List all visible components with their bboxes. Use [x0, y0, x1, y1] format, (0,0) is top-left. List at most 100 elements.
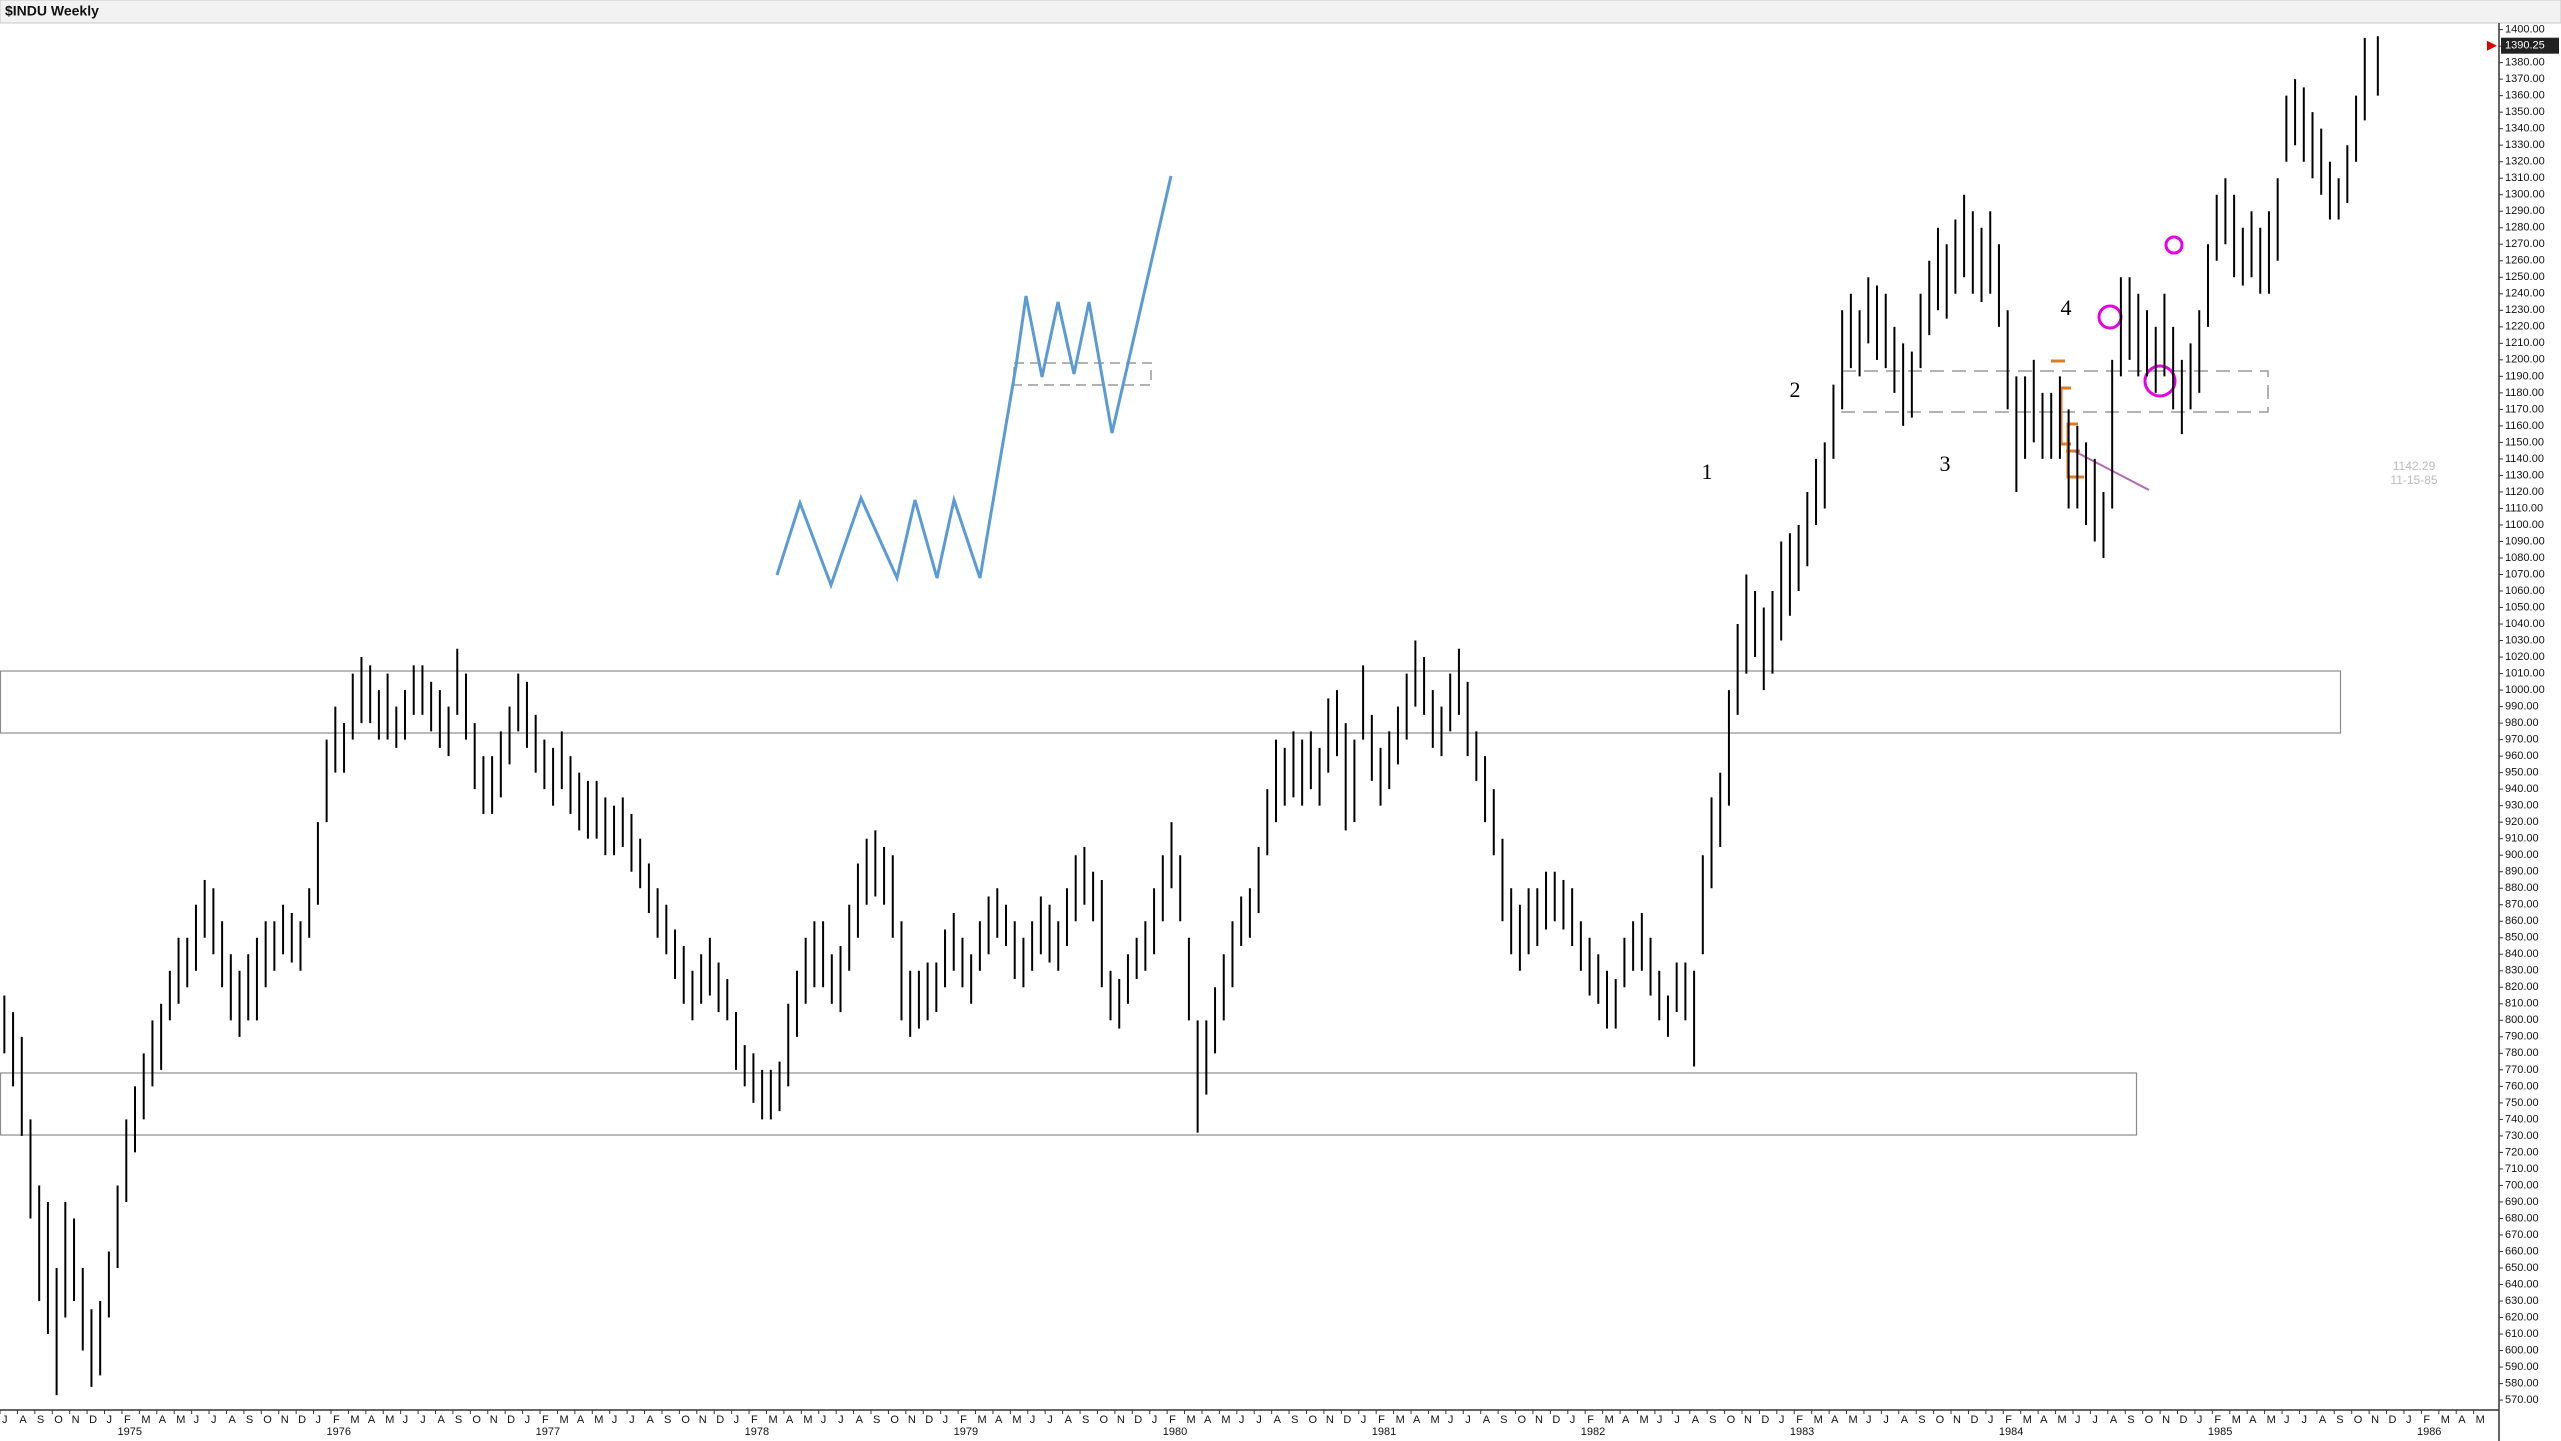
wave-label: 2 — [1790, 377, 1801, 402]
y-tick-label: 970.00 — [2505, 734, 2539, 746]
x-month-label: S — [1291, 1414, 1298, 1426]
y-tick-label: 690.00 — [2505, 1196, 2539, 1208]
x-month-label: J — [1465, 1414, 1471, 1426]
y-tick-label: 1260.00 — [2505, 255, 2545, 267]
x-month-label: J — [2301, 1414, 2307, 1426]
x-year-label: 1975 — [118, 1426, 142, 1438]
zone-box — [0, 1072, 2138, 1136]
x-year-label: 1978 — [745, 1426, 769, 1438]
x-month-label: O — [1727, 1414, 1736, 1426]
x-month-label: D — [1134, 1414, 1142, 1426]
x-month-label: J — [2197, 1414, 2203, 1426]
y-tick-label: 780.00 — [2505, 1047, 2539, 1059]
y-tick-label: 1150.00 — [2505, 436, 2544, 448]
y-tick-label: 730.00 — [2505, 1130, 2539, 1142]
x-month-label: S — [1709, 1414, 1716, 1426]
x-month-label: F — [124, 1414, 131, 1426]
schematic-path — [775, 175, 1173, 590]
x-month-label: M — [385, 1414, 394, 1426]
x-month-label: A — [2458, 1414, 2466, 1426]
x-month-label: N — [72, 1414, 80, 1426]
x-month-label: F — [2005, 1414, 2012, 1426]
x-month-label: O — [263, 1414, 272, 1426]
x-month-label: S — [2127, 1414, 2134, 1426]
y-tick-label: 890.00 — [2505, 866, 2539, 878]
x-month-label: A — [1204, 1414, 1212, 1426]
x-month-label: J — [1047, 1414, 1053, 1426]
y-tick-label: 1200.00 — [2505, 354, 2545, 366]
y-tick-label: 720.00 — [2505, 1146, 2539, 1158]
x-month-label: M — [978, 1414, 987, 1426]
y-tick-label: 1070.00 — [2505, 568, 2545, 580]
y-tick-label: 1180.00 — [2505, 387, 2544, 399]
x-month-label: N — [908, 1414, 916, 1426]
y-tick-label: 950.00 — [2505, 767, 2539, 779]
y-tick-label: 1120.00 — [2505, 486, 2544, 498]
x-month-label: J — [1030, 1414, 1036, 1426]
x-month-label: M — [559, 1414, 568, 1426]
x-month-label: M — [2476, 1414, 2485, 1426]
y-tick-label: 1060.00 — [2505, 585, 2545, 597]
y-tick-label: 1020.00 — [2505, 651, 2545, 663]
x-year-label: 1980 — [1163, 1426, 1187, 1438]
x-month-label: F — [1796, 1414, 1803, 1426]
x-year-label: 1986 — [2417, 1426, 2441, 1438]
x-month-label: F — [2423, 1414, 2430, 1426]
x-month-label: O — [2354, 1414, 2363, 1426]
x-month-label: A — [1831, 1414, 1839, 1426]
y-tick-label: 940.00 — [2505, 783, 2539, 795]
x-month-label: A — [159, 1414, 167, 1426]
x-year-label: 1977 — [536, 1426, 560, 1438]
x-month-label: M — [1187, 1414, 1196, 1426]
zone-box — [0, 670, 2342, 734]
y-tick-label: 1050.00 — [2505, 601, 2545, 613]
y-tick-label: 850.00 — [2505, 932, 2539, 944]
y-tick-label: 1040.00 — [2505, 618, 2545, 630]
y-tick-label: 1250.00 — [2505, 271, 2545, 283]
x-month-label: N — [2371, 1414, 2379, 1426]
y-tick-label: 1240.00 — [2505, 288, 2545, 300]
x-month-label: F — [542, 1414, 549, 1426]
x-month-label: A — [2319, 1414, 2327, 1426]
y-tick-label: 820.00 — [2505, 981, 2539, 993]
y-tick-label: 760.00 — [2505, 1080, 2539, 1092]
x-month-label: J — [1657, 1414, 1663, 1426]
y-tick-label: 1370.00 — [2505, 73, 2545, 85]
x-month-label: J — [1239, 1414, 1245, 1426]
x-month-label: O — [681, 1414, 690, 1426]
y-tick-label: 1190.00 — [2505, 370, 2544, 382]
x-month-label: A — [1065, 1414, 1073, 1426]
x-month-label: A — [1901, 1414, 1909, 1426]
x-month-label: J — [316, 1414, 322, 1426]
y-tick-label: 840.00 — [2505, 948, 2539, 960]
x-month-label: A — [1622, 1414, 1630, 1426]
x-month-label: O — [1099, 1414, 1108, 1426]
x-month-label: A — [856, 1414, 864, 1426]
x-month-label: A — [786, 1414, 794, 1426]
x-month-label: J — [2, 1414, 8, 1426]
x-year-label: 1982 — [1581, 1426, 1605, 1438]
x-month-label: D — [1970, 1414, 1978, 1426]
x-month-label: N — [2162, 1414, 2170, 1426]
x-month-label: M — [1221, 1414, 1230, 1426]
x-month-label: J — [2406, 1414, 2412, 1426]
x-month-label: A — [368, 1414, 376, 1426]
y-tick-label: 620.00 — [2505, 1311, 2539, 1323]
x-month-label: N — [1953, 1414, 1961, 1426]
x-month-label: A — [2040, 1414, 2048, 1426]
x-month-label: S — [664, 1414, 671, 1426]
x-month-label: J — [838, 1414, 844, 1426]
y-tick-label: 1130.00 — [2505, 469, 2544, 481]
x-year-label: 1976 — [327, 1426, 351, 1438]
x-month-label: F — [1587, 1414, 1594, 1426]
y-tick-label: 1220.00 — [2505, 321, 2545, 333]
x-month-label: D — [1343, 1414, 1351, 1426]
x-month-label: J — [1883, 1414, 1889, 1426]
x-month-label: S — [37, 1414, 44, 1426]
header-bar — [0, 0, 2561, 24]
x-month-label: N — [490, 1414, 498, 1426]
y-tick-label: 610.00 — [2505, 1328, 2539, 1340]
y-tick-label: 640.00 — [2505, 1278, 2539, 1290]
x-month-label: M — [2232, 1414, 2241, 1426]
wave-label: 3 — [1940, 451, 1951, 476]
